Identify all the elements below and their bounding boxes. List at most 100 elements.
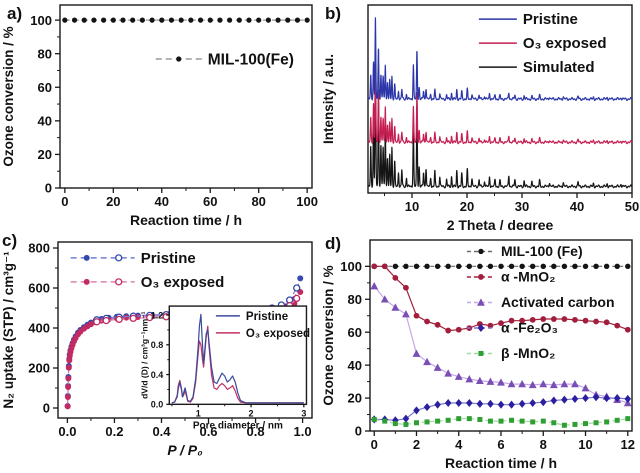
x-tick-label: 20 bbox=[460, 199, 474, 214]
x-axis-label: 2 Theta / degree bbox=[447, 217, 554, 230]
panel-label-d: d) bbox=[325, 234, 342, 253]
x-tick-label: 2 bbox=[249, 408, 254, 418]
x-tick-label: 80 bbox=[251, 194, 265, 209]
y-tick-label: 40 bbox=[38, 114, 52, 129]
y-tick-label: 0 bbox=[45, 181, 52, 196]
panel-label-c: c) bbox=[2, 231, 18, 250]
legend-label: Simulated bbox=[523, 59, 595, 76]
x-tick-label: 0.2 bbox=[105, 424, 123, 439]
legend-label: β -MnO₂ bbox=[501, 345, 555, 361]
x-tick-label: 40 bbox=[155, 194, 169, 209]
y-tick-label: 0.8 bbox=[151, 340, 164, 350]
panel-label-b: b) bbox=[325, 4, 342, 23]
legend-label: Pristine bbox=[141, 250, 196, 267]
panel-a: 0 20 40 60 80 100 0 20 40 60 80 100 Reaction time / … bbox=[0, 0, 320, 230]
legend-label: Pristine bbox=[523, 11, 578, 28]
panel-c-chart: 0.0 0.2 0.4 0.6 0.8 1.0 0 200 400 600 800 P / P₀ N₂ … bbox=[1, 241, 313, 458]
x-tick-label: 40 bbox=[570, 199, 584, 214]
panel-label-a: a) bbox=[7, 4, 23, 23]
y-tick-label: 80 bbox=[38, 46, 52, 61]
y-tick-label: 200 bbox=[28, 361, 50, 376]
panel-c: 0.0 0.2 0.4 0.6 0.8 1.0 0 200 400 600 800 P / P₀ N₂ … bbox=[0, 230, 320, 473]
x-tick-label: 2 bbox=[413, 437, 420, 452]
panel-b-chart: 10 20 30 40 50 2 Theta / degree Intensity / a.… bbox=[321, 4, 639, 230]
x-tick-label: 0.0 bbox=[58, 424, 76, 439]
x-tick-label: 30 bbox=[515, 199, 529, 214]
legend-label: α -MnO₂ bbox=[501, 269, 555, 285]
y-tick-label: 0 bbox=[43, 401, 50, 416]
y-tick-label: 0.4 bbox=[151, 370, 164, 380]
panel-b: 10 20 30 40 50 2 Theta / degree Intensity / a.… bbox=[320, 0, 640, 230]
y-axis-label: dV/d (D) / cm³g⁻¹nm⁻¹ bbox=[139, 311, 149, 399]
y-tick-label: 20 bbox=[348, 391, 362, 406]
y-tick-label: 0.0 bbox=[151, 400, 164, 410]
x-tick-label: 12 bbox=[621, 437, 635, 452]
chart-c-inset: 1 2 3 0.0 0.4 0.8 1.2 Pore diameter / nm dV/d (D… bbox=[139, 305, 310, 431]
x-tick-label: 3 bbox=[301, 408, 306, 418]
y-axis-label: Ozone conversion / % bbox=[321, 265, 336, 405]
y-tick-label: 1.2 bbox=[151, 310, 164, 320]
x-tick-label: 0 bbox=[61, 194, 68, 209]
y-axis-label: N₂ uptake (STP) / cm³g⁻¹ bbox=[1, 251, 16, 409]
y-tick-label: 600 bbox=[28, 281, 50, 296]
legend-label: Pristine bbox=[246, 311, 288, 323]
legend: Pristine O₃ exposed bbox=[215, 311, 310, 340]
legend-label: α -Fe₂O₃ bbox=[501, 320, 558, 336]
chart-a: 0 20 40 60 80 100 0 20 40 60 80 100 Reaction time / … bbox=[1, 4, 318, 228]
y-tick-label: 0 bbox=[355, 424, 362, 439]
x-tick-label: 100 bbox=[296, 194, 318, 209]
series-o-exposed bbox=[367, 56, 633, 145]
y-tick-label: 400 bbox=[28, 321, 50, 336]
x-tick-label: 1 bbox=[196, 408, 201, 418]
series--fe-o- bbox=[370, 393, 632, 425]
series--mno- bbox=[371, 416, 631, 428]
x-tick-label: 10 bbox=[405, 199, 419, 214]
legend-label: O₃ exposed bbox=[141, 274, 225, 291]
x-axis-label: Pore diameter / nm bbox=[193, 420, 283, 431]
series-mil-100-fe- bbox=[62, 17, 310, 23]
x-tick-label: 0.4 bbox=[152, 424, 171, 439]
series-simulated bbox=[367, 47, 633, 189]
x-tick-label: 60 bbox=[203, 194, 217, 209]
legend: MIL-100 (Fe) α -MnO₂ Activated carbon α -Fe… bbox=[466, 243, 615, 361]
series-mil-100-fe- bbox=[371, 263, 631, 270]
x-tick-label: 0 bbox=[371, 437, 378, 452]
legend-label: O₃ exposed bbox=[523, 35, 607, 52]
legend: MIL-100(Fe) bbox=[155, 51, 294, 68]
x-axis-label: Reaction time / h bbox=[130, 212, 242, 228]
y-tick-label: 60 bbox=[38, 80, 52, 95]
legend: Pristine O₃ exposed bbox=[70, 250, 225, 291]
x-axis-label: Reaction time / h bbox=[445, 455, 557, 471]
x-axis-label: P / P₀ bbox=[167, 442, 203, 458]
legend-label: Activated carbon bbox=[501, 294, 615, 310]
panel-d-chart: 0 2 4 6 8 10 12 0 20 40 60 80 100 Reaction time / h Oz… bbox=[321, 239, 635, 471]
legend: Pristine O₃ exposed Simulated bbox=[478, 11, 607, 76]
x-tick-label: 0.8 bbox=[247, 424, 265, 439]
panel-d: 0 2 4 6 8 10 12 0 20 40 60 80 100 Reaction time / h Oz… bbox=[320, 230, 640, 473]
legend-label: MIL-100 (Fe) bbox=[501, 243, 583, 259]
x-tick-label: 0.6 bbox=[199, 424, 217, 439]
y-axis-label: Ozone conversion / % bbox=[1, 26, 16, 166]
chart-d: 0 2 4 6 8 10 12 0 20 40 60 80 100 Reaction time / h Oz… bbox=[321, 239, 635, 471]
legend-label: O₃ exposed bbox=[246, 328, 310, 340]
x-tick-label: 10 bbox=[578, 437, 592, 452]
series-pristine bbox=[367, 17, 633, 102]
x-tick-label: 1.0 bbox=[294, 424, 312, 439]
chart-b: 10 20 30 40 50 2 Theta / degree Intensity / a.… bbox=[321, 4, 639, 230]
x-tick-label: 50 bbox=[625, 199, 639, 214]
y-tick-label: 80 bbox=[348, 292, 362, 307]
series-activated-carbon bbox=[370, 282, 632, 407]
legend-label: MIL-100(Fe) bbox=[208, 51, 294, 68]
x-tick-label: 8 bbox=[540, 437, 547, 452]
panel-a-chart: 0 20 40 60 80 100 0 20 40 60 80 100 Reaction time / … bbox=[1, 4, 318, 228]
y-tick-label: 100 bbox=[340, 259, 362, 274]
x-tick-label: 4 bbox=[455, 437, 463, 452]
y-tick-label: 40 bbox=[348, 358, 362, 373]
y-tick-label: 800 bbox=[28, 241, 50, 256]
y-axis-label: Intensity / a.u. bbox=[321, 54, 336, 144]
series-pristine-psd bbox=[171, 313, 304, 404]
series--mno- bbox=[371, 263, 631, 334]
x-tick-label: 20 bbox=[106, 194, 120, 209]
y-tick-label: 100 bbox=[30, 13, 52, 28]
